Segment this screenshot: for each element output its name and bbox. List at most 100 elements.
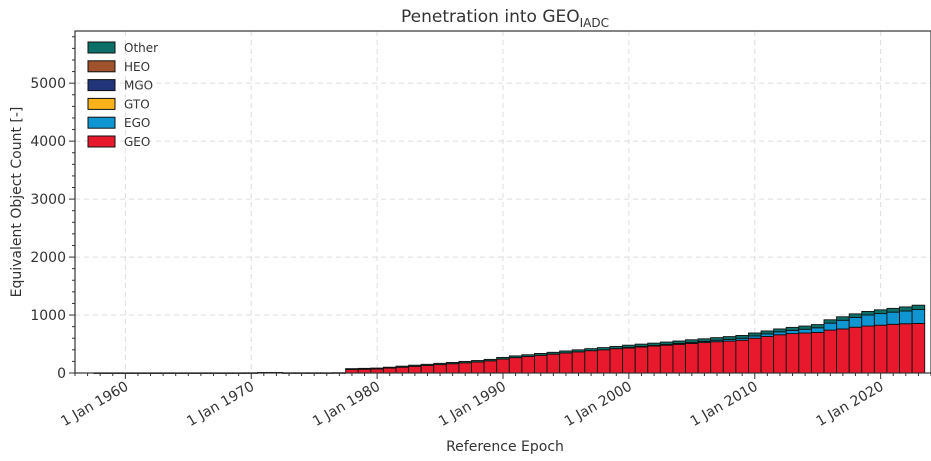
bar-other-1982	[395, 365, 410, 368]
bar-other-2014	[798, 325, 812, 330]
bar-ego-2013	[785, 329, 800, 335]
bar-ego-2014	[798, 328, 812, 334]
legend-swatch-mgo	[87, 79, 116, 92]
bar-other-1998	[596, 347, 611, 351]
bar-other-2022	[899, 306, 913, 312]
legend-swatch-heo	[87, 60, 116, 73]
x-tick-label: 1 Jan 1980	[310, 379, 383, 430]
bar-geo-1981	[382, 367, 397, 374]
bar-geo-2004	[672, 343, 686, 374]
x-tick-label: 1 Jan 2000	[562, 379, 635, 430]
bar-geo-1992	[521, 356, 535, 374]
bar-geo-1991	[508, 357, 523, 374]
y-axis-label: Equivalent Object Count [-]	[9, 107, 25, 298]
bar-geo-2009	[735, 339, 749, 374]
bar-other-2016	[823, 319, 838, 324]
bar-other-1995	[559, 350, 573, 354]
bar-geo-2020	[873, 324, 888, 374]
bar-other-2009	[735, 334, 749, 339]
bar-geo-1982	[395, 366, 410, 374]
bar-geo-2019	[861, 325, 875, 374]
chart-title-main: Penetration into GEO	[401, 7, 580, 27]
bar-other-2013	[785, 326, 800, 331]
y-tick-label: 3000	[30, 192, 66, 208]
bar-other-1999	[609, 346, 624, 350]
bars	[93, 304, 926, 374]
bar-geo-2003	[659, 344, 674, 374]
bar-other-1993	[534, 353, 548, 356]
bar-other-2012	[773, 328, 787, 333]
bar-geo-2007	[710, 341, 724, 374]
bar-geo-1996	[571, 351, 586, 374]
bar-ego-2015	[810, 327, 825, 333]
bar-ego-2016	[823, 322, 838, 331]
bar-geo-2012	[773, 334, 787, 374]
bar-other-1994	[546, 351, 561, 355]
bar-geo-1999	[609, 348, 624, 374]
y-tick-label: 5000	[30, 76, 66, 92]
bar-geo-2022	[899, 323, 913, 374]
bar-geo-2011	[760, 336, 775, 374]
bar-other-2006	[697, 338, 712, 342]
bar-other-1983	[408, 364, 422, 367]
bar-other-2008	[722, 336, 737, 340]
chart-title-subscript: IADC	[580, 16, 609, 30]
gridlines	[75, 31, 931, 373]
bar-other-2002	[647, 342, 661, 346]
bar-geo-2021	[886, 323, 900, 374]
legend-label-gto: GTO	[124, 97, 150, 111]
bar-other-1988	[471, 360, 485, 363]
bar-geo-2014	[798, 332, 812, 374]
bar-geo-1984	[420, 365, 435, 374]
bar-geo-2018	[848, 326, 863, 374]
y-tick-label: 1000	[30, 308, 66, 324]
bar-geo-2000	[622, 347, 636, 374]
bar-geo-1986	[445, 363, 460, 374]
x-tick-label: 1 Jan 2010	[688, 379, 761, 430]
legend-label-ego: EGO	[124, 116, 150, 130]
legend-label-mgo: MGO	[124, 79, 153, 93]
bar-ego-2019	[861, 314, 875, 327]
legend-swatch-ego	[87, 116, 116, 129]
bar-other-1987	[458, 360, 472, 364]
bar-geo-2001	[634, 346, 649, 374]
x-axis-label: Reference Epoch	[446, 439, 564, 455]
bar-ego-2020	[873, 313, 888, 326]
bar-other-2019	[861, 310, 875, 316]
y-tick-label: 4000	[30, 134, 66, 150]
bar-other-2021	[886, 307, 900, 313]
x-tick-label: 1 Jan 2020	[814, 379, 887, 430]
bar-ego-2017	[836, 319, 850, 330]
bar-ego-2022	[899, 310, 913, 325]
bar-other-1984	[420, 363, 435, 366]
bar-other-2003	[659, 341, 674, 345]
bar-geo-2008	[722, 340, 737, 374]
legend-label-geo: GEO	[124, 135, 150, 149]
legend-swatch-gto	[87, 97, 116, 110]
bar-geo-2017	[836, 328, 850, 374]
bar-geo-2010	[748, 337, 762, 374]
bar-geo-1988	[471, 361, 485, 374]
bar-geo-1994	[546, 353, 561, 374]
bar-ego-2023	[911, 309, 926, 324]
bar-geo-1985	[433, 364, 447, 374]
bar-other-1985	[433, 362, 447, 366]
bar-other-2023	[911, 304, 926, 310]
bar-geo-1995	[559, 352, 573, 374]
bar-geo-2006	[697, 342, 712, 374]
legend: Other HEO MGO GTO EGO GEO	[87, 41, 158, 149]
bar-geo-1998	[596, 349, 611, 374]
legend-label-heo: HEO	[124, 60, 150, 74]
bar-geo-1989	[483, 360, 498, 374]
x-tick-label: 1 Jan 1990	[436, 379, 509, 430]
bar-other-2011	[760, 330, 775, 335]
bar-other-1990	[496, 357, 510, 360]
y-tick-label: 0	[57, 366, 66, 382]
bar-other-1986	[445, 362, 460, 365]
x-tick-label: 1 Jan 1970	[184, 379, 257, 430]
legend-label-other: Other	[124, 41, 158, 55]
bar-other-2004	[672, 340, 686, 344]
bar-other-2010	[748, 332, 762, 337]
bar-other-1997	[584, 348, 598, 352]
bar-geo-1983	[408, 365, 422, 374]
